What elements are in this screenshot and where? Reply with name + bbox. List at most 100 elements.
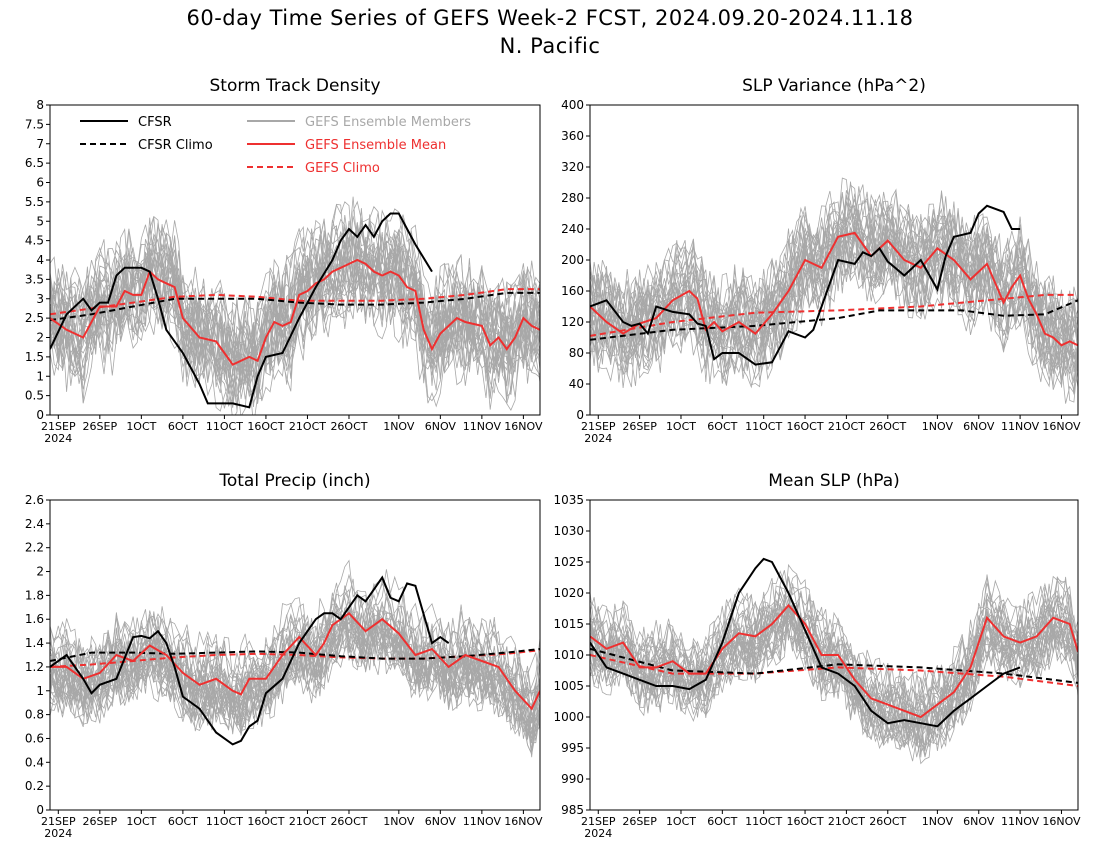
x-tick-label: 1NOV: [383, 815, 415, 828]
ensemble-member-line: [590, 577, 1078, 714]
x-tick-label: 6OCT: [707, 420, 737, 433]
x-tick-label: 21OCT: [828, 420, 865, 433]
y-tick-label: 4: [36, 253, 44, 267]
legend-gefs-mean-label: GEFS Ensemble Mean: [305, 138, 446, 153]
ensemble-member-line: [590, 592, 1078, 732]
series-cfsr-climo: [590, 647, 1078, 684]
y-tick-label: 7: [36, 137, 44, 151]
ensemble-member-line: [590, 591, 1078, 739]
figure-title: 60-day Time Series of GEFS Week-2 FCST, …: [186, 6, 914, 30]
y-tick-label: 0: [36, 408, 44, 422]
x-tick-label: 21SEP: [41, 815, 76, 828]
x-tick-label: 6OCT: [168, 815, 198, 828]
ensemble-member-line: [50, 602, 540, 727]
ensemble-member-line: [50, 620, 540, 744]
x-tick-label: 11OCT: [745, 815, 782, 828]
y-tick-label: 1020: [553, 586, 584, 600]
y-tick-label: 320: [561, 160, 584, 174]
y-tick-label: 400: [561, 98, 584, 112]
series-cfsr: [50, 212, 433, 409]
series-gefs-ensemble-mean: [590, 603, 1078, 719]
ensemble-member-line: [50, 625, 540, 753]
ensemble-member-line: [590, 246, 1078, 388]
x-tick-label: 26SEP: [622, 420, 657, 433]
y-tick-label: 2.6: [25, 493, 44, 507]
x-tick-label: 6NOV: [963, 815, 995, 828]
y-tick-label: 1010: [553, 648, 584, 662]
series-gefs-climo: [50, 288, 540, 316]
y-tick-label: 2: [36, 331, 44, 345]
x-tick-label: 21OCT: [289, 420, 326, 433]
x-tick-label: 1NOV: [922, 420, 954, 433]
ensemble-member-line: [50, 196, 540, 360]
figure-region-subtitle: N. Pacific: [499, 34, 601, 58]
x-tick-label: 26SEP: [83, 815, 118, 828]
y-tick-label: 0.2: [25, 779, 44, 793]
ensemble-member-line: [590, 603, 1078, 747]
x-tick-label: 11NOV: [463, 815, 502, 828]
y-tick-label: 1.8: [25, 588, 44, 602]
x-tick-label: 16OCT: [247, 815, 284, 828]
x-tick-label: 6OCT: [168, 420, 198, 433]
ensemble-member-line: [50, 573, 540, 696]
chart-panel-1: Storm Track Density 0 0.5 1 1.5 2 2.5 3 3.5 4 4.5 5…: [25, 76, 543, 445]
y-tick-label: 1000: [553, 710, 584, 724]
y-tick-label: 5: [36, 214, 44, 228]
x-year-label: 2024: [584, 432, 612, 445]
y-tick-label: 0.6: [25, 731, 44, 745]
x-tick-label: 6NOV: [425, 815, 457, 828]
y-tick-label: 3.5: [25, 272, 44, 286]
y-tick-label: 1005: [553, 679, 584, 693]
panel-title: Total Precip (inch): [218, 471, 370, 491]
ensemble-member-line: [50, 591, 540, 724]
y-tick-label: 4.5: [25, 234, 44, 248]
chart-panel-2: SLP Variance (hPa^2) 0 40 80 120 160 200 240 280…: [561, 76, 1081, 445]
y-tick-label: 1035: [553, 493, 584, 507]
y-tick-label: 280: [561, 191, 584, 205]
x-tick-label: 1OCT: [126, 420, 156, 433]
x-tick-label: 16NOV: [504, 815, 543, 828]
series-gefs-climo: [590, 654, 1078, 687]
y-tick-label: 0.4: [25, 755, 44, 769]
series-cfsr: [590, 557, 1021, 728]
x-tick-label: 11OCT: [206, 420, 243, 433]
legend-gefs-climo-label: GEFS Climo: [305, 161, 380, 176]
y-tick-label: 2.5: [25, 311, 44, 325]
y-tick-label: 6: [36, 176, 44, 190]
chart-panel-4: Mean SLP (hPa) 985 990 995 1000 1005 1010 1015 1…: [553, 471, 1081, 840]
x-year-label: 2024: [44, 432, 72, 445]
x-tick-label: 21OCT: [289, 815, 326, 828]
x-tick-label: 1OCT: [666, 420, 696, 433]
y-tick-label: 1: [36, 684, 44, 698]
ensemble-member-line: [590, 611, 1078, 765]
series-gefs-ensemble-mean: [590, 231, 1078, 347]
x-tick-label: 26OCT: [330, 815, 367, 828]
panel-title: SLP Variance (hPa^2): [742, 76, 926, 96]
y-tick-label: 2.2: [25, 541, 44, 555]
y-tick-label: 7.5: [25, 117, 44, 131]
x-tick-label: 21OCT: [828, 815, 865, 828]
ensemble-member-line: [590, 191, 1078, 342]
x-tick-label: 21SEP: [581, 815, 616, 828]
y-tick-label: 1.2: [25, 660, 44, 674]
y-tick-label: 240: [561, 222, 584, 236]
ensemble-member-line: [50, 234, 540, 386]
panel-title: Mean SLP (hPa): [768, 471, 900, 491]
y-tick-label: 120: [561, 315, 584, 329]
ensemble-member-line: [590, 597, 1078, 743]
x-tick-label: 16OCT: [787, 815, 824, 828]
ensemble-member-line: [50, 222, 540, 388]
ensemble-members: [590, 177, 1078, 404]
x-tick-label: 16NOV: [1042, 420, 1081, 433]
y-tick-label: 0: [576, 408, 584, 422]
x-tick-label: 16NOV: [504, 420, 543, 433]
series-cfsr-climo: [50, 291, 540, 322]
y-tick-label: 80: [569, 346, 584, 360]
y-tick-label: 160: [561, 284, 584, 298]
ensemble-member-line: [590, 230, 1078, 391]
panel-title: Storm Track Density: [209, 76, 380, 96]
x-year-label: 2024: [44, 827, 72, 840]
series-cfsr: [50, 575, 450, 746]
x-tick-label: 6NOV: [963, 420, 995, 433]
x-tick-label: 26OCT: [869, 420, 906, 433]
